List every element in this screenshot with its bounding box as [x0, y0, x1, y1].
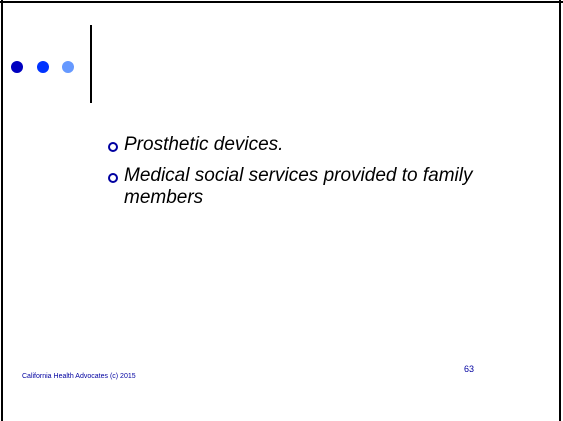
footer: California Health Advocates (c) 2015	[22, 373, 136, 380]
dot	[11, 61, 23, 73]
page-number: 63	[464, 364, 475, 374]
dot	[62, 61, 74, 73]
bullet: Prosthetic devices.	[106, 134, 489, 156]
bullet: Medical social services provided to fami…	[106, 165, 489, 209]
bullet-list: Prosthetic devices. Medical social servi…	[106, 134, 506, 218]
dot	[37, 61, 49, 73]
